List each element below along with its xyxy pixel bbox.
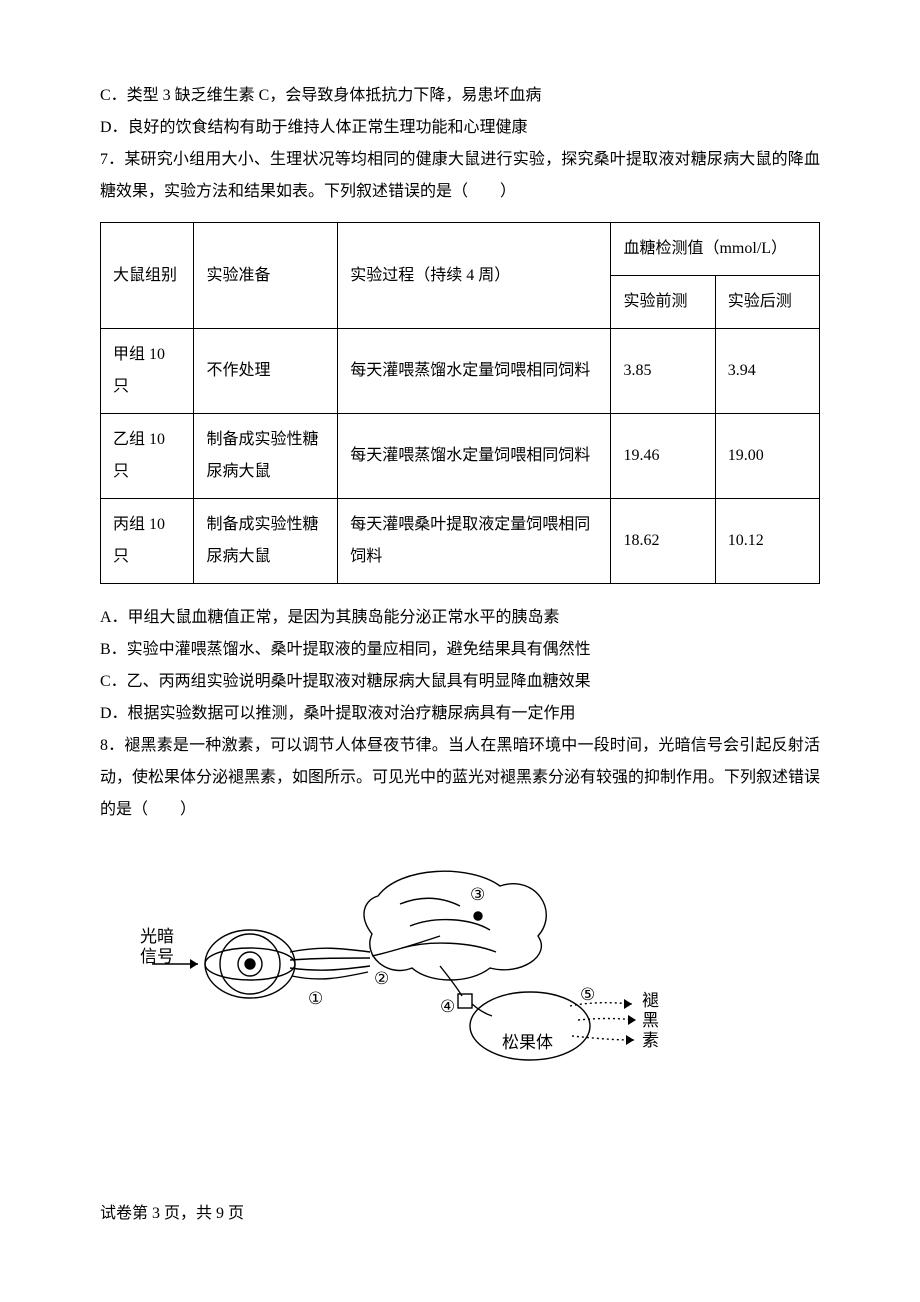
label-n1: ① — [308, 989, 323, 1008]
q7-table: 大鼠组别 实验准备 实验过程（持续 4 周） 血糖检测值（mmol/L） 实验前… — [100, 222, 820, 584]
label-gland: 松果体 — [502, 1033, 553, 1052]
q7-option-d: D．根据实验数据可以推测，桑叶提取液对治疗糖尿病具有一定作用 — [100, 698, 820, 730]
table-row: 甲组 10 只 不作处理 每天灌喂蒸馏水定量饲喂相同饲料 3.85 3.94 — [101, 329, 820, 414]
reflex-diagram-svg: 光暗 信号 ① ② ③ ④ ⑤ 松果体 褪 黑 素 — [140, 856, 660, 1066]
cell: 每天灌喂桑叶提取液定量饲喂相同饲料 — [338, 499, 611, 584]
cell: 18.62 — [611, 499, 715, 584]
q7-stem: 7．某研究小组用大小、生理状况等均相同的健康大鼠进行实验，探究桑叶提取液对糖尿病… — [100, 144, 820, 208]
table-row: 丙组 10 只 制备成实验性糖尿病大鼠 每天灌喂桑叶提取液定量饲喂相同饲料 18… — [101, 499, 820, 584]
cell: 10.12 — [715, 499, 819, 584]
th-after: 实验后测 — [715, 276, 819, 329]
th-before: 实验前测 — [611, 276, 715, 329]
th-proc: 实验过程（持续 4 周） — [338, 223, 611, 329]
cell: 丙组 10 只 — [101, 499, 194, 584]
label-out-l3: 素 — [642, 1031, 659, 1050]
cell: 制备成实验性糖尿病大鼠 — [194, 499, 338, 584]
label-n5: ⑤ — [580, 985, 595, 1004]
q6-option-d: D．良好的饮食结构有助于维持人体正常生理功能和心理健康 — [100, 112, 820, 144]
page-footer: 试卷第 3 页，共 9 页 — [100, 1198, 820, 1230]
label-out-l1: 褪 — [642, 991, 659, 1010]
label-n2: ② — [374, 969, 389, 988]
cell: 每天灌喂蒸馏水定量饲喂相同饲料 — [338, 414, 611, 499]
q8-figure: 光暗 信号 ① ② ③ ④ ⑤ 松果体 褪 黑 素 — [140, 856, 820, 1078]
q7-option-c: C．乙、丙两组实验说明桑叶提取液对糖尿病大鼠具有明显降血糖效果 — [100, 666, 820, 698]
cell: 19.46 — [611, 414, 715, 499]
cell: 制备成实验性糖尿病大鼠 — [194, 414, 338, 499]
q8-stem: 8．褪黑素是一种激素，可以调节人体昼夜节律。当人在黑暗环境中一段时间，光暗信号会… — [100, 730, 820, 826]
cell: 乙组 10 只 — [101, 414, 194, 499]
cell: 3.94 — [715, 329, 819, 414]
label-out-l2: 黑 — [642, 1011, 659, 1030]
cell: 3.85 — [611, 329, 715, 414]
label-n3: ③ — [470, 885, 485, 904]
q7-option-b: B．实验中灌喂蒸馏水、桑叶提取液的量应相同，避免结果具有偶然性 — [100, 634, 820, 666]
label-signal-l2: 信号 — [140, 947, 174, 966]
cell: 19.00 — [715, 414, 819, 499]
cell: 每天灌喂蒸馏水定量饲喂相同饲料 — [338, 329, 611, 414]
label-signal-l1: 光暗 — [140, 927, 174, 946]
th-prep: 实验准备 — [194, 223, 338, 329]
th-group: 大鼠组别 — [101, 223, 194, 329]
q7-option-a: A．甲组大鼠血糖值正常，是因为其胰岛能分泌正常水平的胰岛素 — [100, 602, 820, 634]
th-glucose: 血糖检测值（mmol/L） — [611, 223, 820, 276]
q6-option-c: C．类型 3 缺乏维生素 C，会导致身体抵抗力下降，易患坏血病 — [100, 80, 820, 112]
cell: 不作处理 — [194, 329, 338, 414]
cell: 甲组 10 只 — [101, 329, 194, 414]
label-n4: ④ — [440, 997, 455, 1016]
table-row: 乙组 10 只 制备成实验性糖尿病大鼠 每天灌喂蒸馏水定量饲喂相同饲料 19.4… — [101, 414, 820, 499]
